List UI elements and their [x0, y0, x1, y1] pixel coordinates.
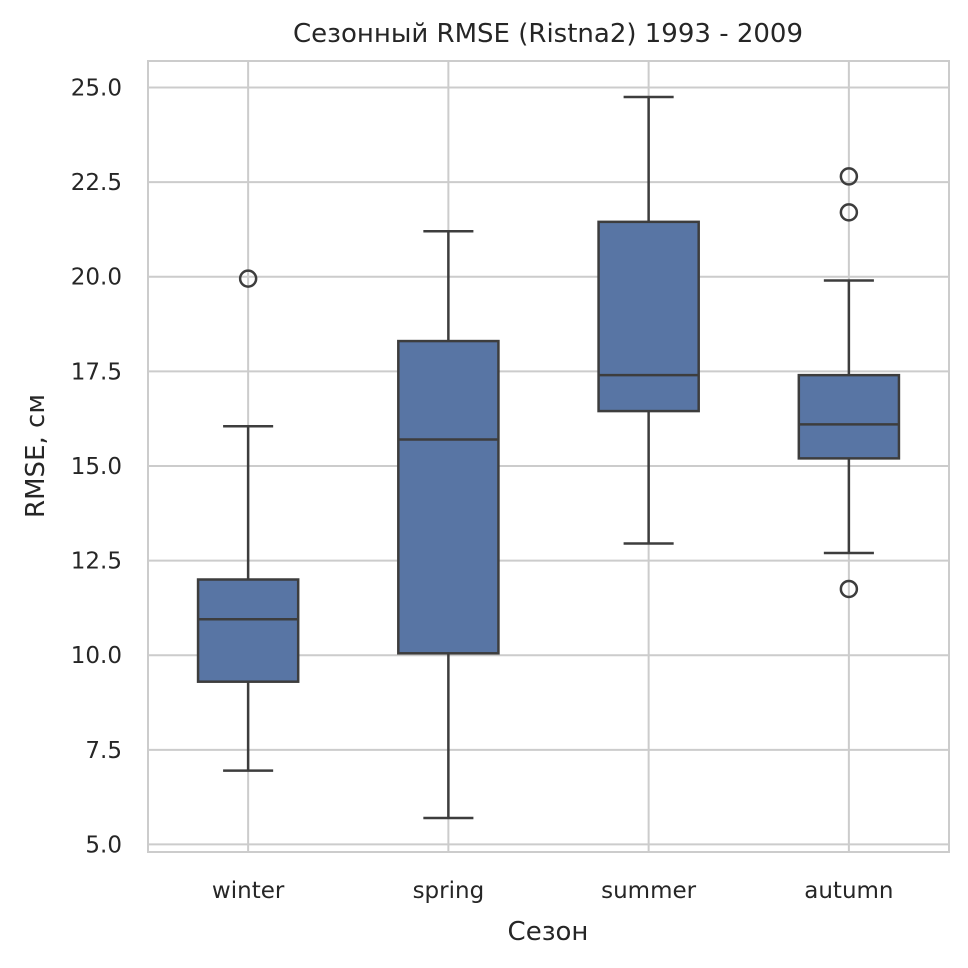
y-tick-label: 5.0: [85, 832, 122, 858]
y-tick-label: 25.0: [71, 75, 122, 101]
y-tick-label: 7.5: [85, 738, 122, 764]
y-tick-label: 17.5: [71, 359, 122, 385]
x-tick-label: summer: [601, 878, 697, 904]
x-tick-label: autumn: [804, 878, 893, 904]
y-tick-label: 12.5: [71, 549, 122, 575]
chart-title: Сезонный RMSE (Ristna2) 1993 - 2009: [293, 19, 803, 49]
box-spring: [397, 230, 500, 820]
y-axis-label: RMSE, см: [21, 394, 51, 518]
box-winter: [196, 269, 300, 772]
x-tick-labels: winter spring summer autumn: [212, 878, 894, 904]
outlier-point: [839, 203, 859, 222]
x-tick-label: spring: [413, 878, 485, 904]
x-axis-label: Сезон: [508, 917, 589, 947]
box-summer: [597, 95, 700, 545]
box-iqr: [397, 339, 500, 655]
box-iqr: [797, 373, 901, 460]
box-iqr: [597, 220, 700, 413]
y-tick-label: 10.0: [71, 643, 122, 669]
y-tick-label: 20.0: [71, 265, 122, 291]
y-tick-label: 15.0: [71, 454, 122, 480]
box-autumn: [797, 167, 901, 599]
outlier-point: [238, 269, 258, 288]
outlier-point: [839, 579, 859, 599]
x-tick-label: winter: [212, 878, 285, 904]
outlier-point: [839, 167, 859, 186]
y-tick-labels: 5.0 7.5 10.0 12.5 15.0 17.5 20.0 22.5 25.0: [71, 75, 122, 858]
box-iqr: [196, 578, 300, 683]
y-tick-label: 22.5: [71, 170, 122, 196]
boxes-layer: [196, 95, 901, 820]
